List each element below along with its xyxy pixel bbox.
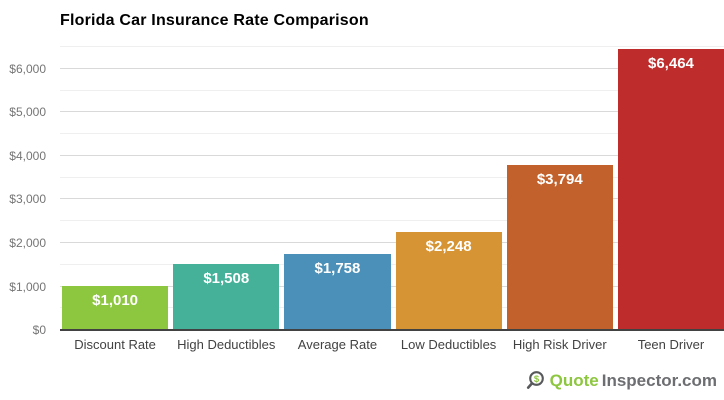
x-axis-category-label: High Deductibles	[177, 337, 276, 352]
bar-value-label: $1,508	[203, 270, 250, 288]
minor-gridline	[60, 133, 724, 135]
y-axis-tick-label: $0	[32, 323, 46, 337]
bar-value-label: $2,248	[425, 238, 472, 256]
bar-value-label: $1,010	[92, 292, 139, 310]
minor-gridline	[60, 176, 724, 178]
minor-gridline	[60, 307, 724, 309]
bar: $1,508	[173, 264, 280, 330]
y-axis-tick-label: $3,000	[9, 192, 46, 207]
minor-gridline	[60, 89, 724, 91]
major-gridline	[60, 241, 724, 243]
major-gridline	[60, 198, 724, 200]
bar: $1,758	[284, 253, 391, 330]
y-axis-tick-label: $2,000	[9, 235, 46, 250]
bar-value-label: $1,758	[314, 259, 361, 277]
plot-area: $1,010 $1,508 $1,758 $2,248 $3,794 $6,464	[60, 45, 724, 330]
dollar-magnifier-icon: $	[525, 370, 547, 392]
watermark-rest: Inspector.com	[601, 371, 717, 390]
x-axis-category-label: High Risk Driver	[512, 337, 607, 352]
x-axis-category-label: Teen Driver	[637, 337, 705, 352]
major-gridline	[60, 67, 724, 69]
bar: $2,248	[395, 232, 502, 330]
bar-value-label: $6,464	[648, 54, 694, 72]
x-axis-category-label: Average Rate	[297, 337, 378, 352]
bar-series: $1,010 $1,508 $1,758 $2,248 $3,794 $6,464	[60, 45, 724, 330]
x-axis: Discount Rate High Deductibles Average Rat…	[60, 337, 724, 353]
watermark-logo: $ Quote Inspector.com	[525, 370, 717, 392]
minor-gridline	[60, 263, 724, 265]
y-axis: $0 $1,000 $2,000 $3,000 $4,000 $5,000 $6,000	[0, 45, 52, 337]
bar-value-label: $3,794	[536, 170, 583, 188]
y-axis-tick-label: $5,000	[9, 105, 46, 120]
minor-gridline	[60, 46, 724, 48]
chart-title: Florida Car Insurance Rate Comparison	[60, 12, 369, 29]
bar: $3,794	[506, 164, 613, 330]
y-axis-tick-label: $1,000	[9, 279, 46, 294]
major-gridline	[60, 154, 724, 156]
x-axis-category-label: Low Deductibles	[400, 337, 497, 352]
dollar-glyph: $	[533, 374, 539, 385]
y-axis-tick-label: $6,000	[9, 61, 46, 76]
major-gridline	[60, 285, 724, 287]
bar: $1,010	[62, 286, 169, 330]
watermark-quote: Quote	[549, 371, 599, 390]
y-axis-tick-label: $4,000	[9, 148, 46, 163]
x-axis-category-label: Discount Rate	[74, 337, 156, 352]
major-gridline	[60, 111, 724, 113]
minor-gridline	[60, 220, 724, 222]
bar: $6,464	[617, 48, 724, 330]
x-axis-line	[60, 329, 724, 331]
